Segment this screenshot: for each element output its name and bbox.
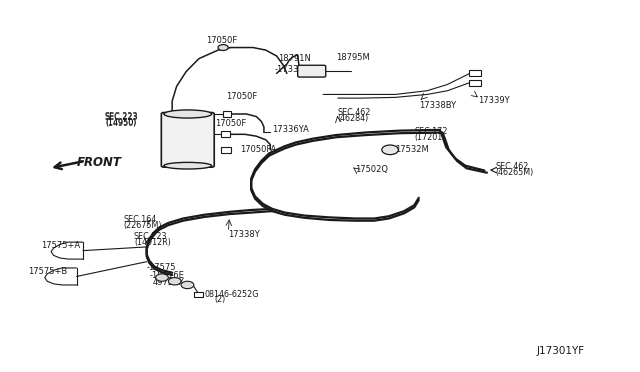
Circle shape xyxy=(181,281,194,289)
Text: 17336YA: 17336YA xyxy=(272,125,309,134)
Text: 18791N: 18791N xyxy=(278,54,312,63)
Text: A: A xyxy=(472,70,477,76)
Text: SEC.462: SEC.462 xyxy=(338,108,371,118)
Text: 18795M: 18795M xyxy=(336,53,370,62)
Circle shape xyxy=(156,274,168,281)
Text: J17301YF: J17301YF xyxy=(537,346,585,356)
Text: 17050FA: 17050FA xyxy=(241,145,276,154)
FancyBboxPatch shape xyxy=(221,147,232,153)
Text: -17335X: -17335X xyxy=(274,65,310,74)
Text: 17532M: 17532M xyxy=(395,145,429,154)
Text: (22675M): (22675M) xyxy=(124,221,162,230)
Text: 17050F: 17050F xyxy=(215,119,246,128)
Text: FRONT: FRONT xyxy=(77,155,122,169)
Text: SEC.223: SEC.223 xyxy=(134,232,168,241)
Text: A: A xyxy=(223,147,229,153)
Text: (46284): (46284) xyxy=(338,114,369,123)
FancyBboxPatch shape xyxy=(469,70,481,76)
Text: 17575+A: 17575+A xyxy=(41,241,80,250)
Text: (2): (2) xyxy=(215,295,226,304)
Text: 17338BY: 17338BY xyxy=(419,101,456,110)
Text: (14912R): (14912R) xyxy=(134,238,171,247)
FancyBboxPatch shape xyxy=(161,112,214,167)
Text: B: B xyxy=(472,80,477,86)
Text: 17050F: 17050F xyxy=(205,36,237,45)
Ellipse shape xyxy=(164,162,212,169)
Circle shape xyxy=(382,145,398,155)
Text: -18316E: -18316E xyxy=(149,271,184,280)
Text: 49728X: 49728X xyxy=(153,278,186,287)
Text: SEC.462: SEC.462 xyxy=(495,162,529,171)
Text: SEC.164: SEC.164 xyxy=(124,215,157,224)
FancyBboxPatch shape xyxy=(194,292,204,297)
Circle shape xyxy=(218,45,228,51)
FancyBboxPatch shape xyxy=(221,131,230,137)
Text: SEC.172: SEC.172 xyxy=(414,127,448,136)
Text: -17575: -17575 xyxy=(147,263,176,272)
Circle shape xyxy=(168,278,181,285)
Text: 17575+B: 17575+B xyxy=(28,267,67,276)
Text: (46265M): (46265M) xyxy=(495,168,534,177)
Text: 17339Y: 17339Y xyxy=(478,96,509,105)
Text: B: B xyxy=(196,292,201,298)
FancyBboxPatch shape xyxy=(298,65,326,77)
Text: SEC.223: SEC.223 xyxy=(104,112,138,121)
Text: (17201): (17201) xyxy=(414,133,445,142)
FancyBboxPatch shape xyxy=(223,111,232,117)
Text: 17050F: 17050F xyxy=(226,92,257,101)
Ellipse shape xyxy=(164,110,212,118)
Text: 17338Y: 17338Y xyxy=(228,230,259,239)
Text: (14950): (14950) xyxy=(106,119,137,128)
Text: 17502Q: 17502Q xyxy=(355,165,388,174)
Text: (14950): (14950) xyxy=(106,118,137,127)
Text: 08146-6252G: 08146-6252G xyxy=(204,291,259,299)
FancyBboxPatch shape xyxy=(469,80,481,86)
Text: SEC.223: SEC.223 xyxy=(104,113,138,122)
